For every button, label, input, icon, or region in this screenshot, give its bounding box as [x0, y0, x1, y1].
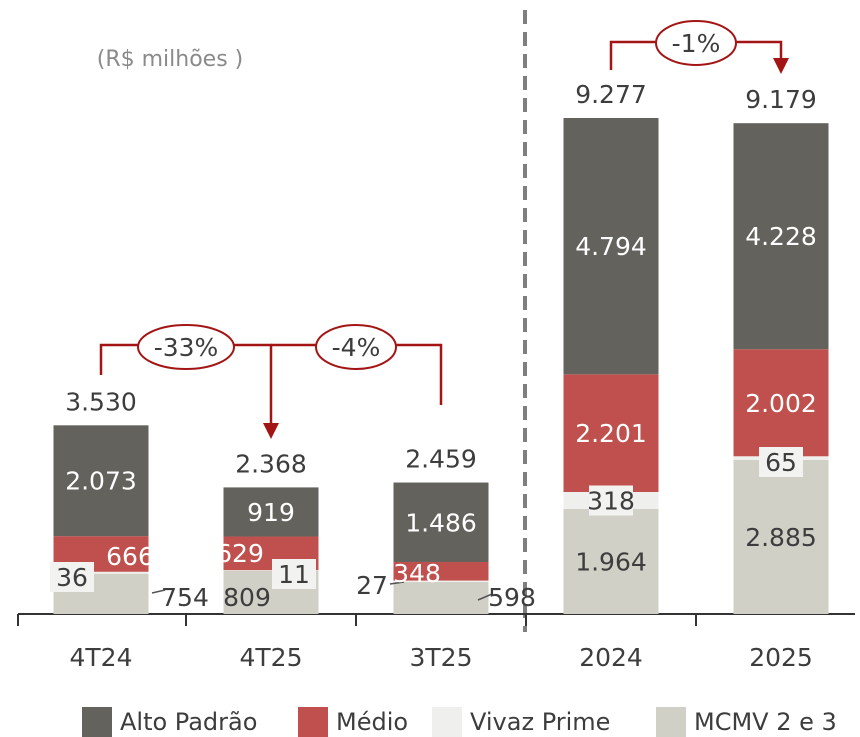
value-label: 919: [247, 498, 295, 527]
value-label: 348: [393, 559, 441, 588]
total-label: 9.179: [745, 85, 817, 114]
label-box: [589, 485, 633, 516]
total-label: 2.368: [235, 449, 307, 478]
label-box: [50, 562, 94, 592]
value-label: 754: [161, 583, 209, 612]
x-tick-label: 4T25: [240, 643, 303, 672]
legend-label: Médio: [336, 708, 408, 736]
total-label: 9.277: [575, 80, 647, 109]
leader-line: [477, 593, 493, 601]
value-label: 65: [765, 448, 797, 477]
value-label: 2.885: [745, 523, 817, 552]
bar-segment: [393, 580, 489, 583]
bar-segment: [53, 425, 149, 537]
x-tick-label: 2025: [749, 643, 813, 672]
x-tick-label: 2024: [579, 643, 643, 672]
value-label: 36: [56, 563, 88, 592]
annotation-ellipses: [137, 20, 737, 370]
value-label: 809: [223, 583, 271, 612]
bar-segment: [563, 118, 659, 375]
value-label: 318: [587, 486, 635, 515]
label-box: [759, 447, 803, 477]
value-label: 27: [356, 571, 388, 600]
value-label: 2.073: [65, 467, 137, 496]
value-label: 598: [488, 583, 536, 612]
subtitle: (R$ milhões ): [97, 47, 244, 72]
legend-swatch: [432, 707, 462, 737]
value-label: 4.794: [575, 232, 647, 261]
annotation: -33%: [154, 333, 219, 362]
legend-swatch: [82, 707, 112, 737]
bar-segment: [563, 508, 659, 614]
leader-line: [151, 589, 166, 594]
bar-segment: [733, 349, 829, 457]
value-label: 1.964: [575, 547, 647, 576]
value-label: 2.002: [745, 389, 817, 418]
legend-label: MCMV 2 e 3: [694, 708, 837, 736]
bar-segment: [393, 561, 489, 581]
bar-segment: [733, 123, 829, 350]
legend-swatch: [656, 707, 686, 737]
annotation: -1%: [672, 29, 721, 58]
legend-label: Alto Padrão: [120, 708, 257, 736]
value-label: 2.201: [575, 419, 647, 448]
value-label: 629: [216, 539, 264, 568]
bar-segment: [53, 571, 149, 574]
leader-line: [389, 581, 405, 585]
value-label: 666: [106, 542, 154, 571]
bar-segment: [563, 374, 659, 492]
bar-segment: [733, 459, 829, 614]
bar-segment: [393, 582, 489, 614]
value-label: 11: [278, 560, 310, 589]
x-tick-label: 3T25: [410, 643, 473, 672]
annotation: -4%: [332, 333, 381, 362]
bar-segment: [393, 482, 489, 562]
bar-segment: [223, 487, 319, 537]
legend-label: Vivaz Prime: [470, 708, 610, 736]
label-box: [272, 559, 316, 589]
total-label: 3.530: [65, 387, 137, 416]
x-tick-label: 4T24: [70, 643, 133, 672]
arrowheads: [263, 58, 789, 439]
legend-swatch: [298, 707, 328, 737]
bar-segment: [223, 570, 319, 571]
value-label: 4.228: [745, 222, 817, 251]
value-label: 1.486: [405, 508, 477, 537]
total-label: 2.459: [405, 445, 477, 474]
